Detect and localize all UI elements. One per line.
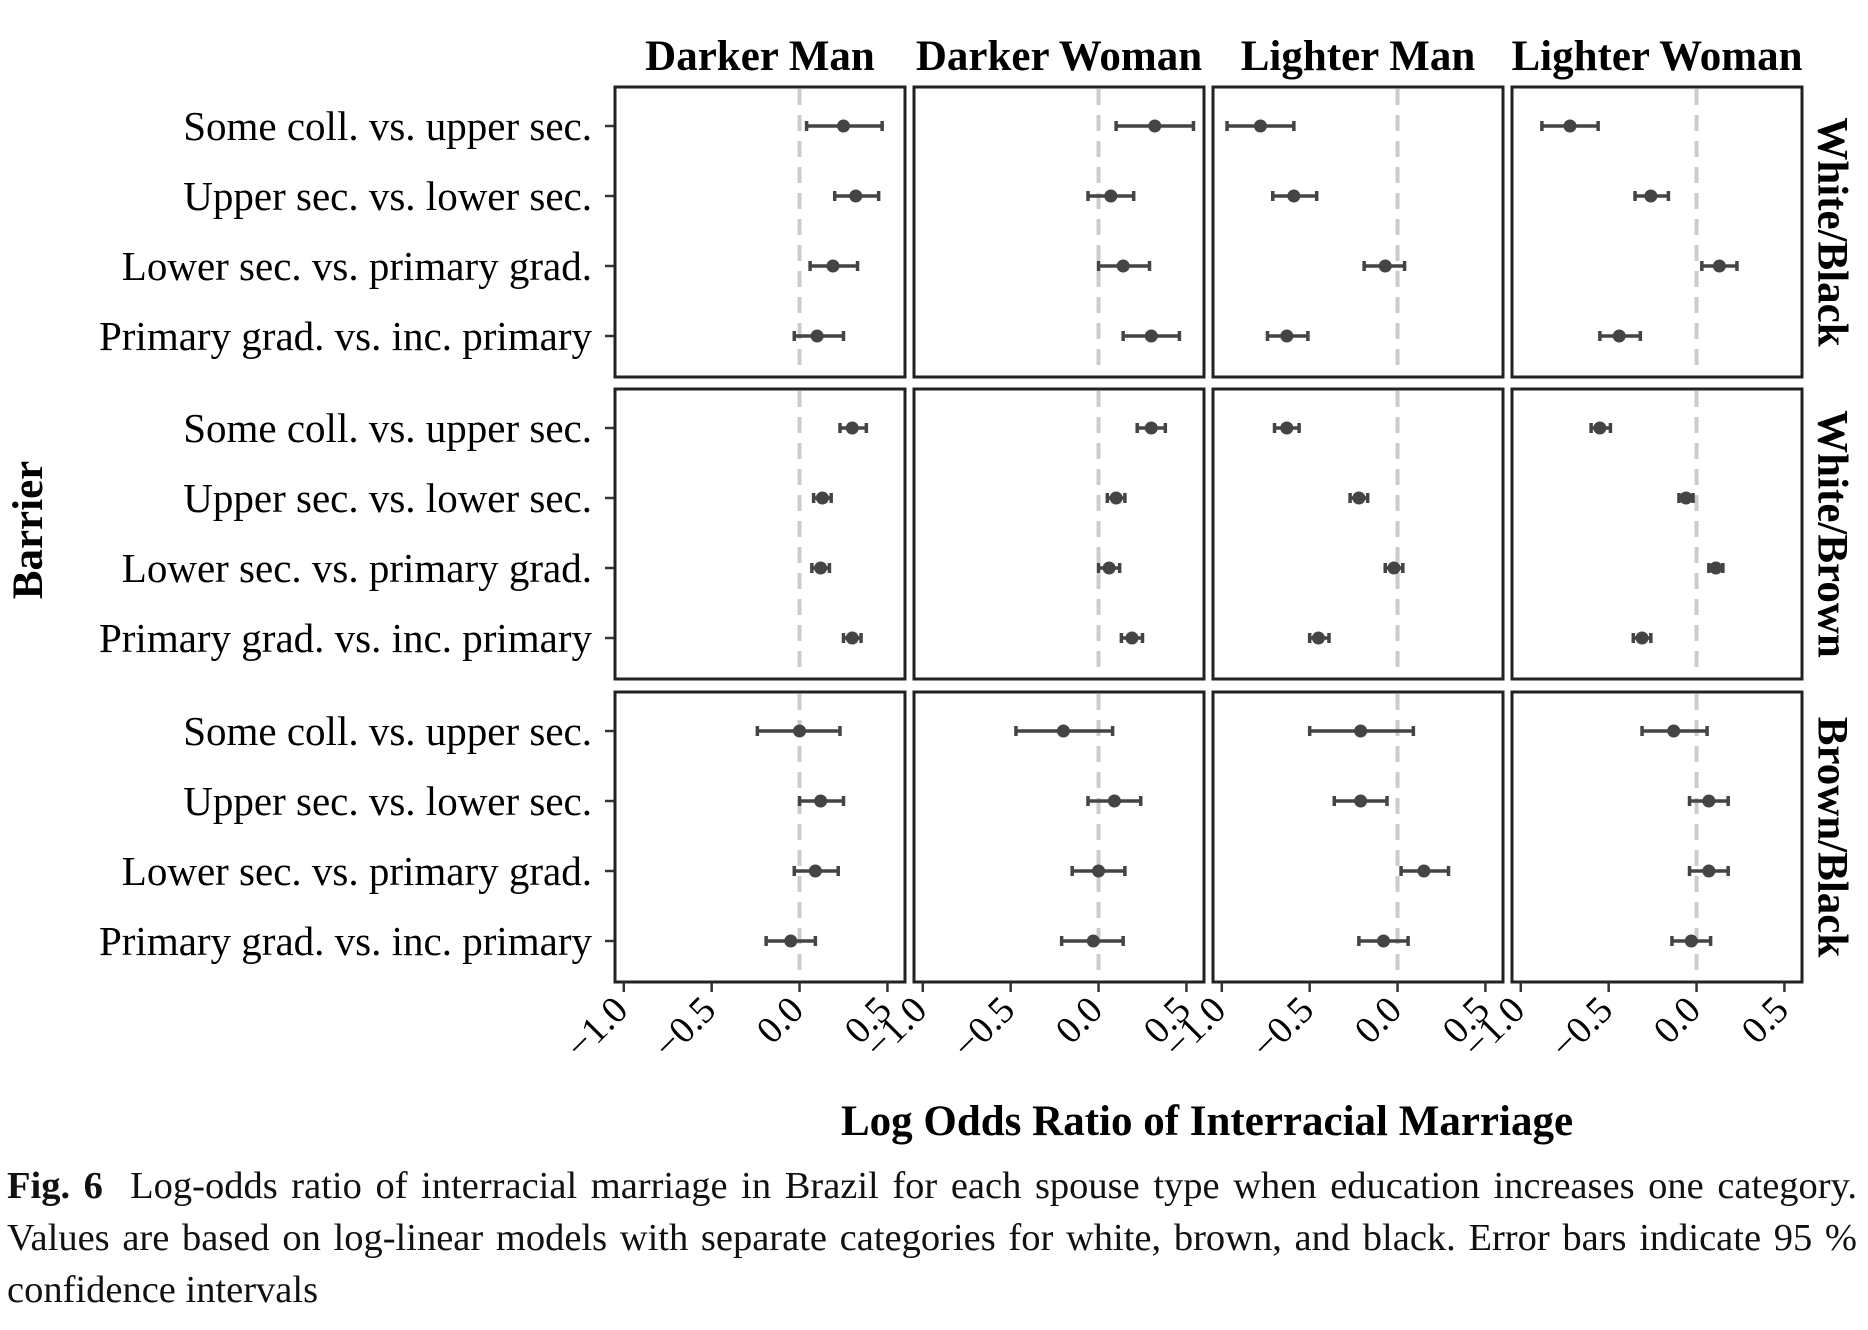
y-tick-label: Some coll. vs. upper sec. [183,405,592,451]
point-estimate [1702,794,1716,808]
point-estimate [784,934,798,948]
panel-border [912,387,1206,681]
panel-border [613,85,907,379]
y-tick-label: Primary grad. vs. inc. primary [99,313,593,359]
point-estimate [1287,189,1301,203]
y-tick-label: Lower sec. vs. primary grad. [122,848,592,894]
point-estimate [1352,491,1366,505]
point-estimate [1709,561,1723,575]
point-estimate [1712,259,1726,273]
point-estimate [1144,421,1158,435]
x-tick-label: 0.0 [1347,989,1410,1052]
x-tick-label: −0.5 [646,989,724,1067]
x-tick-label: −0.5 [945,989,1023,1067]
point-estimate [1635,631,1649,645]
y-tick-label: Primary grad. vs. inc. primary [99,615,593,661]
panel-border [1510,387,1804,681]
point-estimate [1092,864,1106,878]
point-estimate [1102,561,1116,575]
x-tick-label: 0.0 [1646,989,1709,1052]
point-estimate [1644,189,1658,203]
panel-border [1211,387,1505,681]
x-tick-label: −0.5 [1543,989,1621,1067]
point-estimate [1280,421,1294,435]
faceted-dot-whisker-chart: Barrier Log Odds Ratio of Interracial Ma… [5,33,1856,1145]
point-estimate [1280,329,1294,343]
x-tick-label: −1.0 [558,989,636,1067]
point-estimate [1056,724,1070,738]
point-estimate [1109,491,1123,505]
point-estimate [1311,631,1325,645]
caption-label: Fig. 6 [7,1165,103,1207]
point-estimate [1679,491,1693,505]
point-estimate [1378,259,1392,273]
point-estimate [1104,189,1118,203]
panel-border [912,85,1206,379]
point-estimate [1684,934,1698,948]
point-estimate [1702,864,1716,878]
point-estimate [1612,329,1626,343]
point-estimate [849,189,863,203]
y-tick-label: Upper sec. vs. lower sec. [183,778,592,824]
y-tick-label: Upper sec. vs. lower sec. [183,173,592,219]
panel-border [1510,85,1804,379]
point-estimate [1593,421,1607,435]
point-estimate [1144,329,1158,343]
y-tick-label: Lower sec. vs. primary grad. [122,545,592,591]
y-tick-label: Primary grad. vs. inc. primary [99,918,593,964]
row-strip-white-brown: White/Brown [1809,410,1856,658]
x-tick-label: 0.0 [1048,989,1111,1052]
point-estimate [1253,119,1267,133]
panel-border [912,690,1206,984]
figure-caption: Fig. 6 Log-odds ratio of interracial mar… [7,1160,1857,1316]
y-tick-label: Lower sec. vs. primary grad. [122,243,592,289]
point-estimate [1387,561,1401,575]
point-estimate [836,119,850,133]
point-estimate [815,491,829,505]
point-estimate [1667,724,1681,738]
column-title-darker-woman: Darker Woman [916,33,1202,80]
point-estimate [1563,119,1577,133]
y-axis-title: Barrier [5,461,52,599]
panel-border [613,387,907,681]
point-estimate [1148,119,1162,133]
y-tick-label: Upper sec. vs. lower sec. [183,475,592,521]
column-title-lighter-man: Lighter Man [1241,33,1476,80]
point-estimate [1354,794,1368,808]
caption-text: Log-odds ratio of interracial marriage i… [7,1165,1857,1311]
column-title-darker-man: Darker Man [645,33,875,80]
point-estimate [1354,724,1368,738]
panel-border [1510,690,1804,984]
point-estimate [1116,259,1130,273]
point-estimate [1417,864,1431,878]
x-tick-label: 0.0 [749,989,812,1052]
point-estimate [1107,794,1121,808]
point-estimate [826,259,840,273]
point-estimate [1376,934,1390,948]
point-estimate [845,631,859,645]
point-estimate [1086,934,1100,948]
point-estimate [1125,631,1139,645]
point-estimate [793,724,807,738]
x-tick-label: −0.5 [1244,989,1322,1067]
point-estimate [814,794,828,808]
panel-border [1211,690,1505,984]
plot-area: Darker Man Darker Woman Lighter Man Lighter… [99,33,1856,1067]
y-tick-label: Some coll. vs. upper sec. [183,103,592,149]
panel-border [1211,85,1505,379]
point-estimate [845,421,859,435]
row-strip-white-black: White/Black [1809,117,1856,346]
y-tick-label: Some coll. vs. upper sec. [183,708,592,754]
row-strip-brown-black: Brown/Black [1809,717,1856,958]
column-title-lighter-woman: Lighter Woman [1511,33,1802,80]
x-axis-title: Log Odds Ratio of Interracial Marriage [841,1098,1573,1145]
point-estimate [814,561,828,575]
point-estimate [808,864,822,878]
panel-border [613,690,907,984]
point-estimate [810,329,824,343]
x-tick-label: 0.5 [1734,989,1797,1052]
